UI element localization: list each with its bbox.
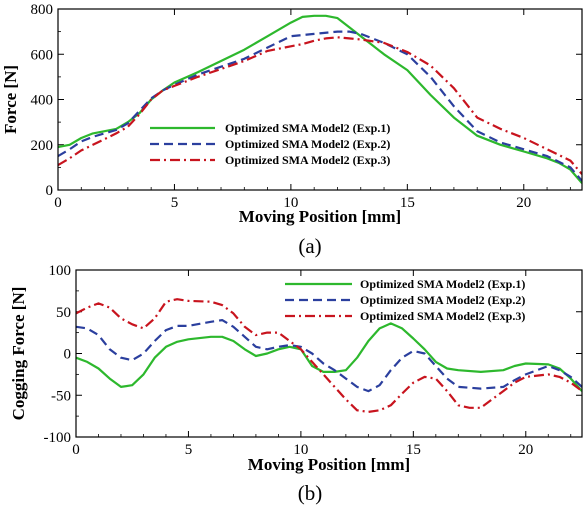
x-tick-label: 10 bbox=[283, 195, 298, 211]
series-line-exp2 bbox=[76, 319, 582, 393]
legend-label-exp3: Optimized SMA Model2 (Exp.3) bbox=[225, 153, 390, 167]
x-tick-label: 20 bbox=[516, 195, 531, 211]
y-tick-label: 800 bbox=[31, 2, 54, 18]
legend-label-exp1: Optimized SMA Model2 (Exp.1) bbox=[360, 277, 525, 291]
y-tick-label: 0 bbox=[64, 347, 72, 363]
series-line-exp2 bbox=[58, 30, 582, 182]
series-line-exp3 bbox=[58, 36, 582, 175]
x-tick-label: 5 bbox=[185, 442, 193, 458]
y-tick-label: 50 bbox=[56, 305, 71, 321]
legend: Optimized SMA Model2 (Exp.1) Optimized SM… bbox=[150, 121, 390, 167]
x-tick-label: 5 bbox=[171, 195, 179, 211]
chart-b: 0 5 10 15 20 -100 -50 0 50 100 Optimized SMA Model… bbox=[9, 263, 583, 505]
y-axis-label: Cogging Force [N] bbox=[9, 287, 28, 421]
x-tick-label: 20 bbox=[518, 442, 533, 458]
y-tick-label: 600 bbox=[31, 47, 54, 63]
plot-frame bbox=[75, 269, 583, 438]
y-tick-label: -100 bbox=[44, 430, 72, 446]
y-tick-label: 0 bbox=[46, 183, 54, 199]
x-tick-label: 0 bbox=[54, 195, 62, 211]
x-tick-label: 15 bbox=[400, 195, 415, 211]
x-tick-label: 15 bbox=[406, 442, 421, 458]
plot-frame bbox=[57, 8, 583, 191]
legend: Optimized SMA Model2 (Exp.1) Optimized SM… bbox=[285, 277, 525, 323]
x-axis-label: Moving Position [mm] bbox=[248, 455, 410, 474]
legend-label-exp2: Optimized SMA Model2 (Exp.2) bbox=[225, 137, 390, 151]
series-line-exp3 bbox=[76, 298, 582, 413]
legend-label-exp1: Optimized SMA Model2 (Exp.1) bbox=[225, 121, 390, 135]
series-line-exp1 bbox=[76, 322, 582, 392]
y-tick-label: 100 bbox=[49, 263, 72, 279]
x-axis-label: Moving Position [mm] bbox=[239, 207, 401, 226]
legend-label-exp2: Optimized SMA Model2 (Exp.2) bbox=[360, 293, 525, 307]
x-tick-label: 0 bbox=[72, 442, 80, 458]
y-axis-label: Force [N] bbox=[1, 65, 20, 134]
panel-caption: (a) bbox=[298, 234, 321, 258]
x-tick-label: 10 bbox=[293, 442, 308, 458]
legend-label-exp3: Optimized SMA Model2 (Exp.3) bbox=[360, 309, 525, 323]
panel-caption: (b) bbox=[298, 481, 323, 505]
y-tick-label: 400 bbox=[31, 93, 54, 109]
y-tick-label: -50 bbox=[51, 388, 71, 404]
y-tick-label: 200 bbox=[31, 138, 54, 154]
